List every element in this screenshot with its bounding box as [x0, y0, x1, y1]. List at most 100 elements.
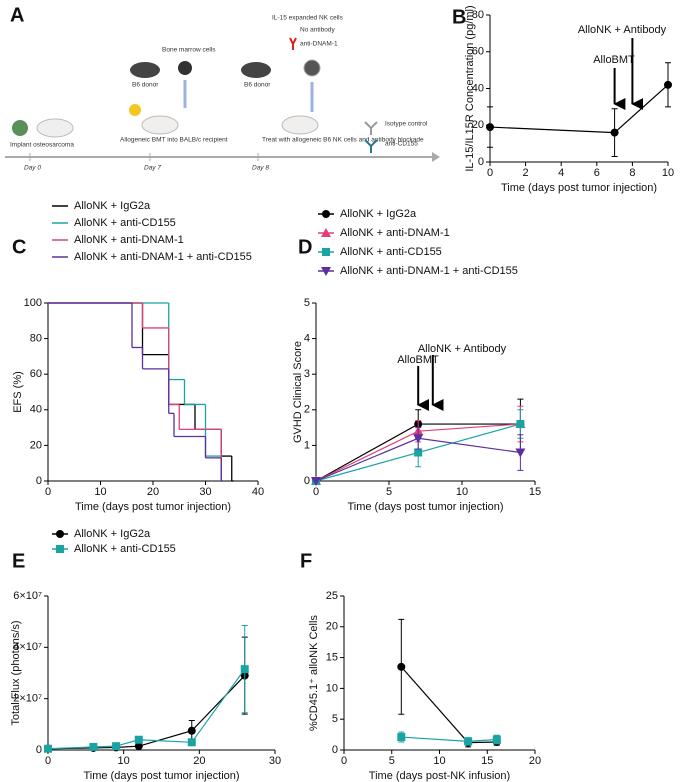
panel-label: A [10, 4, 24, 26]
y-tick-label: 80 [30, 333, 42, 345]
marker [397, 662, 406, 671]
legend-marker [321, 267, 331, 276]
x-tick-label: 0 [45, 755, 51, 767]
series-line [47, 668, 246, 750]
panel-label: F [300, 550, 312, 572]
y-axis-label: IL-15/IL15R Concentration (pg/ml) [464, 5, 476, 171]
x-tick-label: 10 [662, 167, 674, 179]
x-axis-label: Time (days post tumor injection) [83, 770, 239, 782]
legend-label: AlloNK + anti-DNAM-1 + anti-CD155 [74, 251, 252, 263]
panel-label: D [298, 236, 312, 258]
legend-label: AlloNK + IgG2a [74, 200, 151, 212]
schematic-bg [0, 0, 440, 192]
legend-marker [56, 545, 64, 553]
y-tick-label: 20 [472, 119, 484, 131]
annotation: AlloBMT [397, 354, 439, 366]
x-tick-label: 10 [94, 486, 106, 498]
legend-marker [56, 530, 64, 538]
y-axis-label: GVHD Clinical Score [292, 341, 304, 443]
y-tick-label: 15 [326, 652, 338, 664]
antibody-icon [364, 139, 378, 153]
marker [240, 665, 249, 674]
day-label: Day 0 [24, 165, 41, 172]
y-axis-label: %CD45.1⁺ alloNK Cells [308, 615, 320, 731]
x-tick-label: 5 [389, 755, 395, 767]
x-tick-label: 10 [433, 755, 445, 767]
marker [311, 477, 321, 486]
marker [44, 744, 52, 753]
legend-label: AlloNK + anti-CD155 [74, 543, 176, 555]
y-tick-label: 20 [30, 439, 42, 451]
marker [397, 733, 406, 742]
y-tick-label: 0 [304, 475, 310, 487]
marker [664, 80, 672, 89]
x-tick-label: 30 [199, 486, 211, 498]
nk-cell-icon [303, 59, 321, 77]
panel-label: C [12, 236, 26, 258]
x-tick-label: 0 [341, 755, 347, 767]
x-tick-label: 20 [193, 755, 205, 767]
mouse-icon [141, 115, 179, 135]
caption: No antibody [300, 27, 335, 34]
y-tick-label: 80 [472, 9, 484, 21]
caption: B6 donor [132, 82, 159, 89]
series-line [401, 736, 497, 742]
caption: Isotype control [385, 121, 428, 128]
legend-label: AlloNK + anti-CD155 [74, 217, 176, 229]
legend-label: AlloNK + anti-DNAM-1 + anti-CD155 [340, 265, 518, 277]
day-label: Day 7 [144, 165, 161, 172]
annotation: AlloNK + Antibody [578, 24, 667, 36]
x-tick-label: 5 [386, 486, 392, 498]
marker [486, 123, 494, 132]
donor-mouse [241, 62, 271, 78]
series-line [47, 675, 246, 750]
legend-label: AlloNK + anti-DNAM-1 [74, 234, 184, 246]
caption: Allogeneic BMT into BALB/c recipient [120, 137, 228, 144]
marker [134, 735, 143, 744]
schematic: A A Day 0 Day 7 Day 8 Implant osteosarco… [0, 0, 440, 192]
y-tick-label: 40 [472, 82, 484, 94]
y-tick-label: 0 [36, 475, 42, 487]
donor-mouse [130, 62, 160, 78]
caption: anti-DNAM-1 [300, 41, 338, 48]
legend-label: AlloNK + anti-DNAM-1 [340, 227, 450, 239]
caption: Treat with allogeneic B6 NK cells and an… [262, 137, 424, 144]
timeline-head [432, 152, 440, 162]
x-axis-label: Time (days post tumor injection) [347, 501, 503, 513]
x-tick-label: 0 [487, 167, 493, 179]
marker [492, 735, 501, 744]
y-tick-label: 4 [304, 333, 310, 345]
x-tick-label: 20 [529, 755, 541, 767]
x-tick-label: 10 [456, 486, 468, 498]
cell-icon [178, 61, 192, 75]
mouse-icon [281, 115, 319, 135]
x-axis-label: Time (days post tumor injection) [75, 501, 231, 513]
y-tick-label: 10 [326, 682, 338, 694]
legend-marker [322, 248, 330, 256]
marker [515, 448, 526, 458]
x-axis-label: Time (days post tumor injection) [501, 182, 657, 194]
legend-label: AlloNK + IgG2a [74, 528, 151, 540]
annotation: AlloBMT [593, 54, 635, 66]
y-tick-label: 20 [326, 621, 338, 633]
x-axis-label: Time (days post-NK infusion) [369, 770, 510, 782]
caption: anti-CD155 [385, 141, 418, 148]
marker [134, 742, 143, 751]
antibody-icon [364, 121, 378, 135]
y-tick-label: 40 [30, 404, 42, 416]
y-tick-label: 0 [332, 744, 338, 756]
y-axis-label: Total Flux (photons/s) [10, 620, 22, 725]
y-tick-label: 2×10⁷ [13, 693, 42, 705]
marker [112, 742, 121, 751]
day-label: Day 8 [252, 165, 269, 172]
x-tick-label: 0 [313, 486, 319, 498]
marker [187, 726, 196, 735]
y-tick-label: 25 [326, 590, 338, 602]
caption: Bone marrow cells [162, 47, 216, 54]
x-tick-label: 30 [269, 755, 281, 767]
legend-marker [322, 210, 330, 218]
y-tick-label: 0 [478, 156, 484, 168]
series-line [400, 666, 497, 744]
tumor-icon [12, 120, 28, 136]
